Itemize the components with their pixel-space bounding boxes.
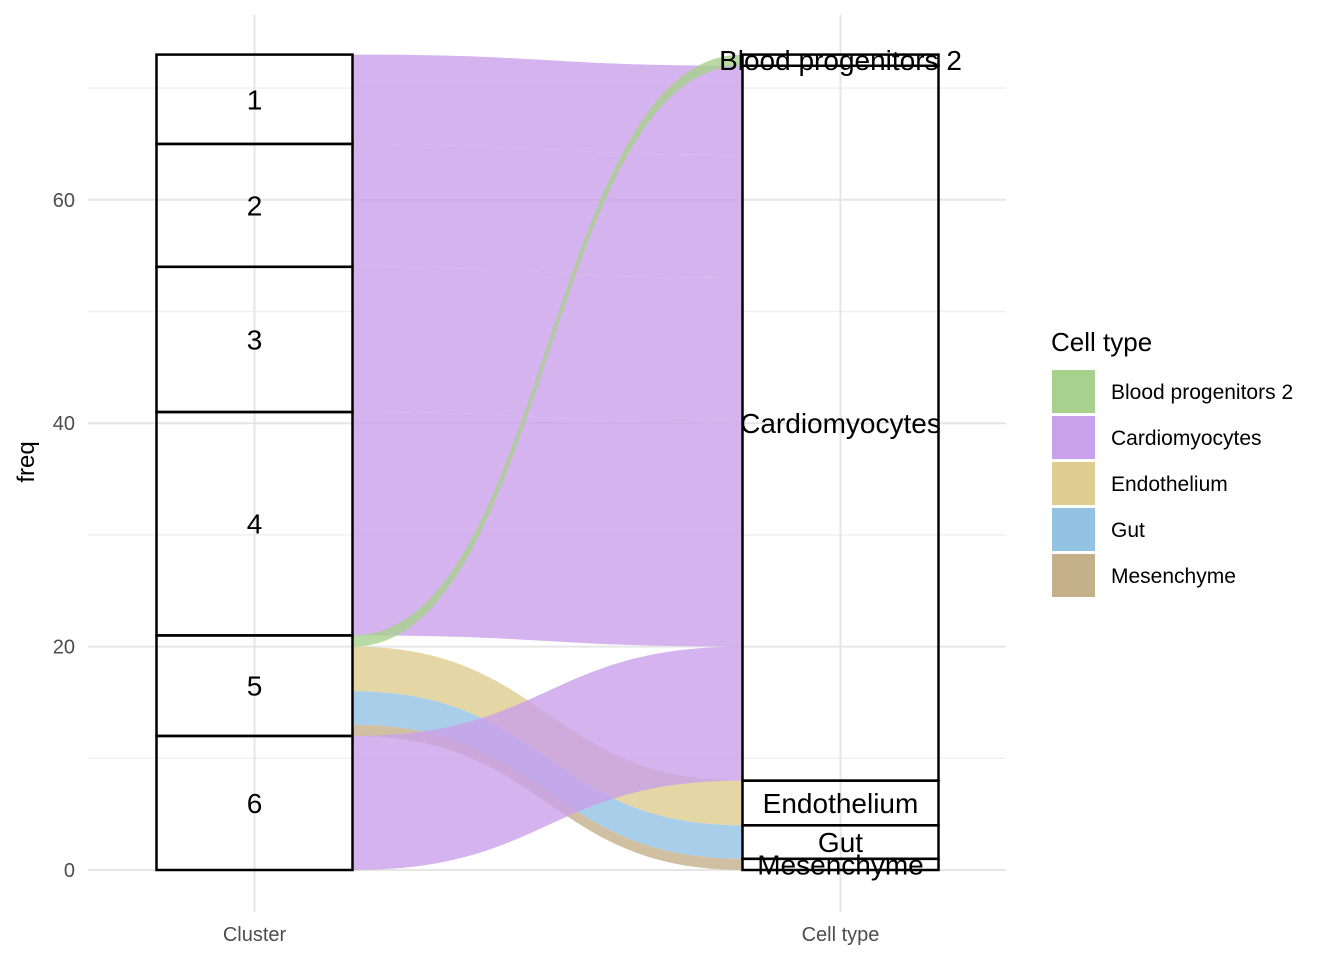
y-tick-label: 40 [53,413,75,435]
legend-key [1052,554,1095,597]
x-axis-label: Cell type [802,924,880,946]
flow-cluster-2-cardiomyocytes [352,143,743,278]
flow-cluster-5-blood-progenitors-2 [352,54,743,647]
legend-label: Gut [1111,519,1145,542]
y-tick-label: 20 [53,637,75,659]
y-axis-ticks: 0 20 40 60 [53,190,75,882]
y-tick-label: 0 [64,860,75,882]
legend-key [1052,416,1095,459]
cluster-stratum-label: 4 [247,509,263,540]
legend-label: Cardiomyocytes [1111,427,1262,450]
cluster-stratum-label: 2 [247,190,263,221]
flow-cluster-4-cardiomyocytes [352,412,743,647]
y-tick-label: 60 [53,190,75,212]
cell-type-stratum-label: Blood progenitors 2 [719,45,962,76]
legend-key [1052,370,1095,413]
cell-type-stratum-label: Endothelium [763,788,919,819]
cell-type-stratum-label: Mesenchyme [757,849,924,880]
legend: Cell type Blood progenitors 2 Cardiomyocy… [1051,327,1293,597]
flow-cluster-6-cardiomyocytes [352,646,743,870]
legend-label: Mesenchyme [1111,565,1236,588]
cluster-stratum-box [155,734,354,872]
x-axis-labels: Cluster Cell type [223,924,880,946]
flow-cluster-1-cardiomyocytes [352,54,743,156]
legend-title: Cell type [1051,327,1152,357]
cell-type-stratum-label: Gut [818,827,863,858]
cluster-stratum-label: 1 [247,84,263,115]
y-axis-title: freq [13,441,40,482]
legend-label: Endothelium [1111,473,1228,496]
flows [352,54,743,870]
legend-key [1052,508,1095,551]
cluster-stratum-label: 6 [247,788,263,819]
cell-type-stratum-box [741,857,940,872]
legend-key [1052,462,1095,505]
x-axis-label: Cluster [223,924,287,946]
legend-label: Blood progenitors 2 [1111,381,1293,404]
cell-type-stratum-label: Cardiomyocytes [740,408,941,439]
cluster-stratum-label: 3 [247,324,263,355]
strata: 1 2 3 4 5 6 Blood progenitors 2 Cardiomyocytes E… [155,45,962,880]
cluster-stratum-label: 5 [247,671,263,702]
